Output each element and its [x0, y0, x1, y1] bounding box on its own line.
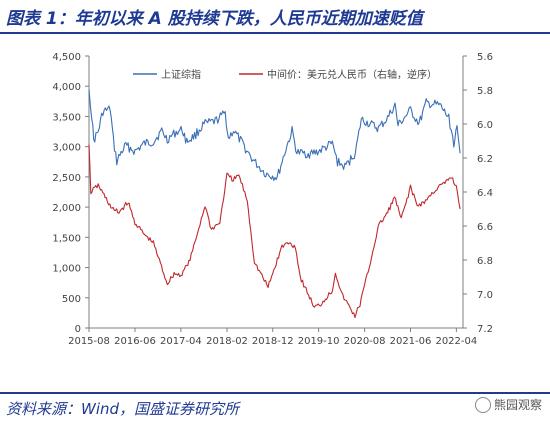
wechat-icon — [474, 396, 491, 413]
line-chart: 0 500 1,000 1,500 2,000 2,500 3,000 3,500 4,000 4… — [52, 52, 493, 347]
y-left-tick-label: 1,000 — [52, 264, 81, 275]
y-right-tick-label: 7.0 — [477, 290, 493, 301]
x-tick-label: 2020-08 — [344, 336, 386, 347]
y-right-tick-label: 5.6 — [477, 52, 493, 63]
y-right-tick-label: 6.6 — [477, 222, 493, 233]
watermark-text: 熊园观察 — [493, 398, 542, 412]
y-left-tick-label: 500 — [62, 294, 81, 305]
watermark: 熊园观察 — [474, 396, 542, 414]
x-tick-label: 2015-08 — [68, 336, 110, 347]
x-tick-label: 2018-12 — [252, 336, 294, 347]
y-right-tick-label: 5.8 — [477, 86, 493, 97]
x-tick-label: 2022-04 — [435, 336, 477, 347]
y-left-tick-label: 1,500 — [52, 233, 81, 244]
y-left-tick-label: 4,000 — [52, 82, 81, 93]
title-rule — [0, 32, 550, 34]
chart-title: 图表 1：年初以来 A 股持续下跌，人民币近期加速贬值 — [6, 9, 423, 29]
y-right-tick-label: 7.2 — [477, 324, 493, 335]
y-right-tick-label: 6.8 — [477, 256, 493, 267]
x-tick-label: 2016-06 — [114, 336, 156, 347]
y-left-tick-label: 3,500 — [52, 112, 81, 123]
chart-axes: 0 500 1,000 1,500 2,000 2,500 3,000 3,500 4,000 4… — [52, 52, 493, 347]
y-left-tick-label: 2,500 — [52, 173, 81, 184]
x-tick-label: 2017-04 — [160, 336, 202, 347]
x-tick-label: 2019-10 — [298, 336, 340, 347]
series-line-shanghai-index — [88, 89, 461, 181]
source-rule — [0, 392, 550, 394]
series-line-usdcny — [88, 144, 461, 319]
x-tick-label: 2018-02 — [206, 336, 248, 347]
y-left-tick-label: 0 — [75, 324, 81, 335]
chart-legend: 上证综指 中间价：美元兑人民币（右轴，逆序） — [133, 68, 437, 81]
legend-label: 上证综指 — [161, 68, 201, 81]
y-left-tick-label: 3,000 — [52, 143, 81, 154]
y-right-tick-label: 6.2 — [477, 154, 493, 165]
y-left-tick-label: 2,000 — [52, 203, 81, 214]
y-right-tick-label: 6.4 — [477, 188, 493, 199]
legend-label: 中间价：美元兑人民币（右轴，逆序） — [267, 68, 437, 81]
x-tick-label: 2021-06 — [390, 336, 432, 347]
y-left-tick-label: 4,500 — [52, 52, 81, 63]
y-right-tick-label: 6.0 — [477, 120, 493, 131]
source-note: 资料来源：Wind，国盛证券研究所 — [6, 400, 240, 418]
chart-lines — [88, 89, 461, 319]
